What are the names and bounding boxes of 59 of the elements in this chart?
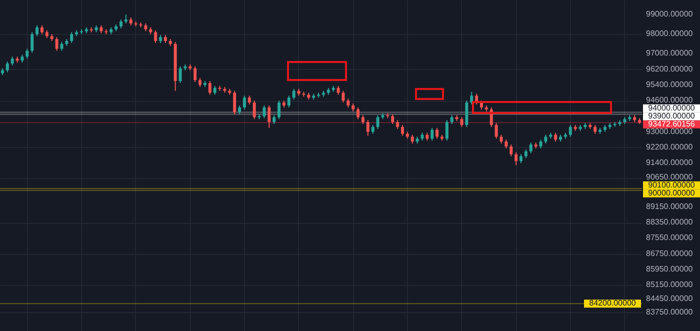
y-tick-label: 89150.00000 — [646, 202, 694, 211]
ref-line-label: 93900.00000 — [648, 111, 696, 120]
candlestick — [391, 114, 394, 125]
candlestick — [268, 104, 271, 128]
y-tick-label: 94600.00000 — [646, 96, 694, 105]
candlestick — [242, 95, 246, 110]
candlestick — [356, 106, 360, 120]
y-tick-label: 95400.00000 — [646, 80, 694, 89]
ref-line-label: 90000.00000 — [648, 188, 696, 198]
y-tick-label: 96200.00000 — [646, 64, 694, 74]
candlestick — [26, 48, 29, 60]
y-tick-label: 92200.00000 — [646, 142, 694, 152]
candlestick — [70, 32, 74, 44]
y-tick-label: 84450.00000 — [646, 294, 694, 303]
ref-line-label: 93472.60156 — [648, 119, 696, 128]
y-tick-label: 87550.00000 — [646, 233, 694, 242]
candlestick — [208, 80, 212, 96]
candlestick — [529, 142, 532, 154]
candlestick — [233, 90, 236, 115]
y-tick-label: 98000.00000 — [646, 29, 694, 38]
candlestick — [154, 30, 158, 44]
candlestick — [568, 124, 572, 138]
ref-line-label: 90100.00000 — [648, 180, 696, 190]
candlestick — [278, 100, 281, 120]
candlestick — [465, 100, 468, 128]
y-tick-label: 97000.00000 — [646, 48, 694, 58]
y-tick-label: 83750.00000 — [646, 307, 694, 316]
candlestick — [460, 116, 464, 128]
candlestick — [376, 114, 380, 130]
candlestick — [436, 127, 439, 140]
candlestick — [366, 120, 370, 136]
candlestick — [30, 32, 34, 54]
candlestick — [55, 36, 58, 52]
candlestick — [252, 100, 256, 120]
candlestick — [178, 66, 182, 84]
y-tick-label: 85950.00000 — [646, 264, 694, 274]
ref-line-label: 94000.00000 — [648, 103, 696, 112]
candlestick — [400, 124, 404, 136]
y-tick-label: 86750.00000 — [646, 248, 694, 258]
candlestick — [287, 95, 290, 108]
y-tick-label: 88350.00000 — [646, 218, 694, 227]
candlestick — [36, 24, 39, 37]
candlestick — [514, 152, 518, 166]
candlestick — [342, 90, 345, 104]
candlestick — [6, 61, 9, 73]
candlestick — [262, 104, 266, 119]
candlestick — [494, 122, 498, 140]
candlestick — [194, 66, 197, 83]
candlestick — [445, 120, 448, 142]
candlestick — [470, 91, 474, 105]
candlestick — [292, 88, 296, 100]
y-tick-label: 99000.00000 — [646, 10, 694, 19]
ref-line-label: 84200.00000 — [589, 298, 636, 308]
y-tick-label: 93000.00000 — [646, 126, 694, 136]
y-tick-label: 85150.00000 — [646, 280, 694, 290]
candlestick — [510, 144, 513, 157]
y-tick-label: 91400.00000 — [646, 158, 694, 168]
y-tick-label: 90650.00000 — [646, 172, 694, 182]
candlestick — [430, 127, 434, 142]
